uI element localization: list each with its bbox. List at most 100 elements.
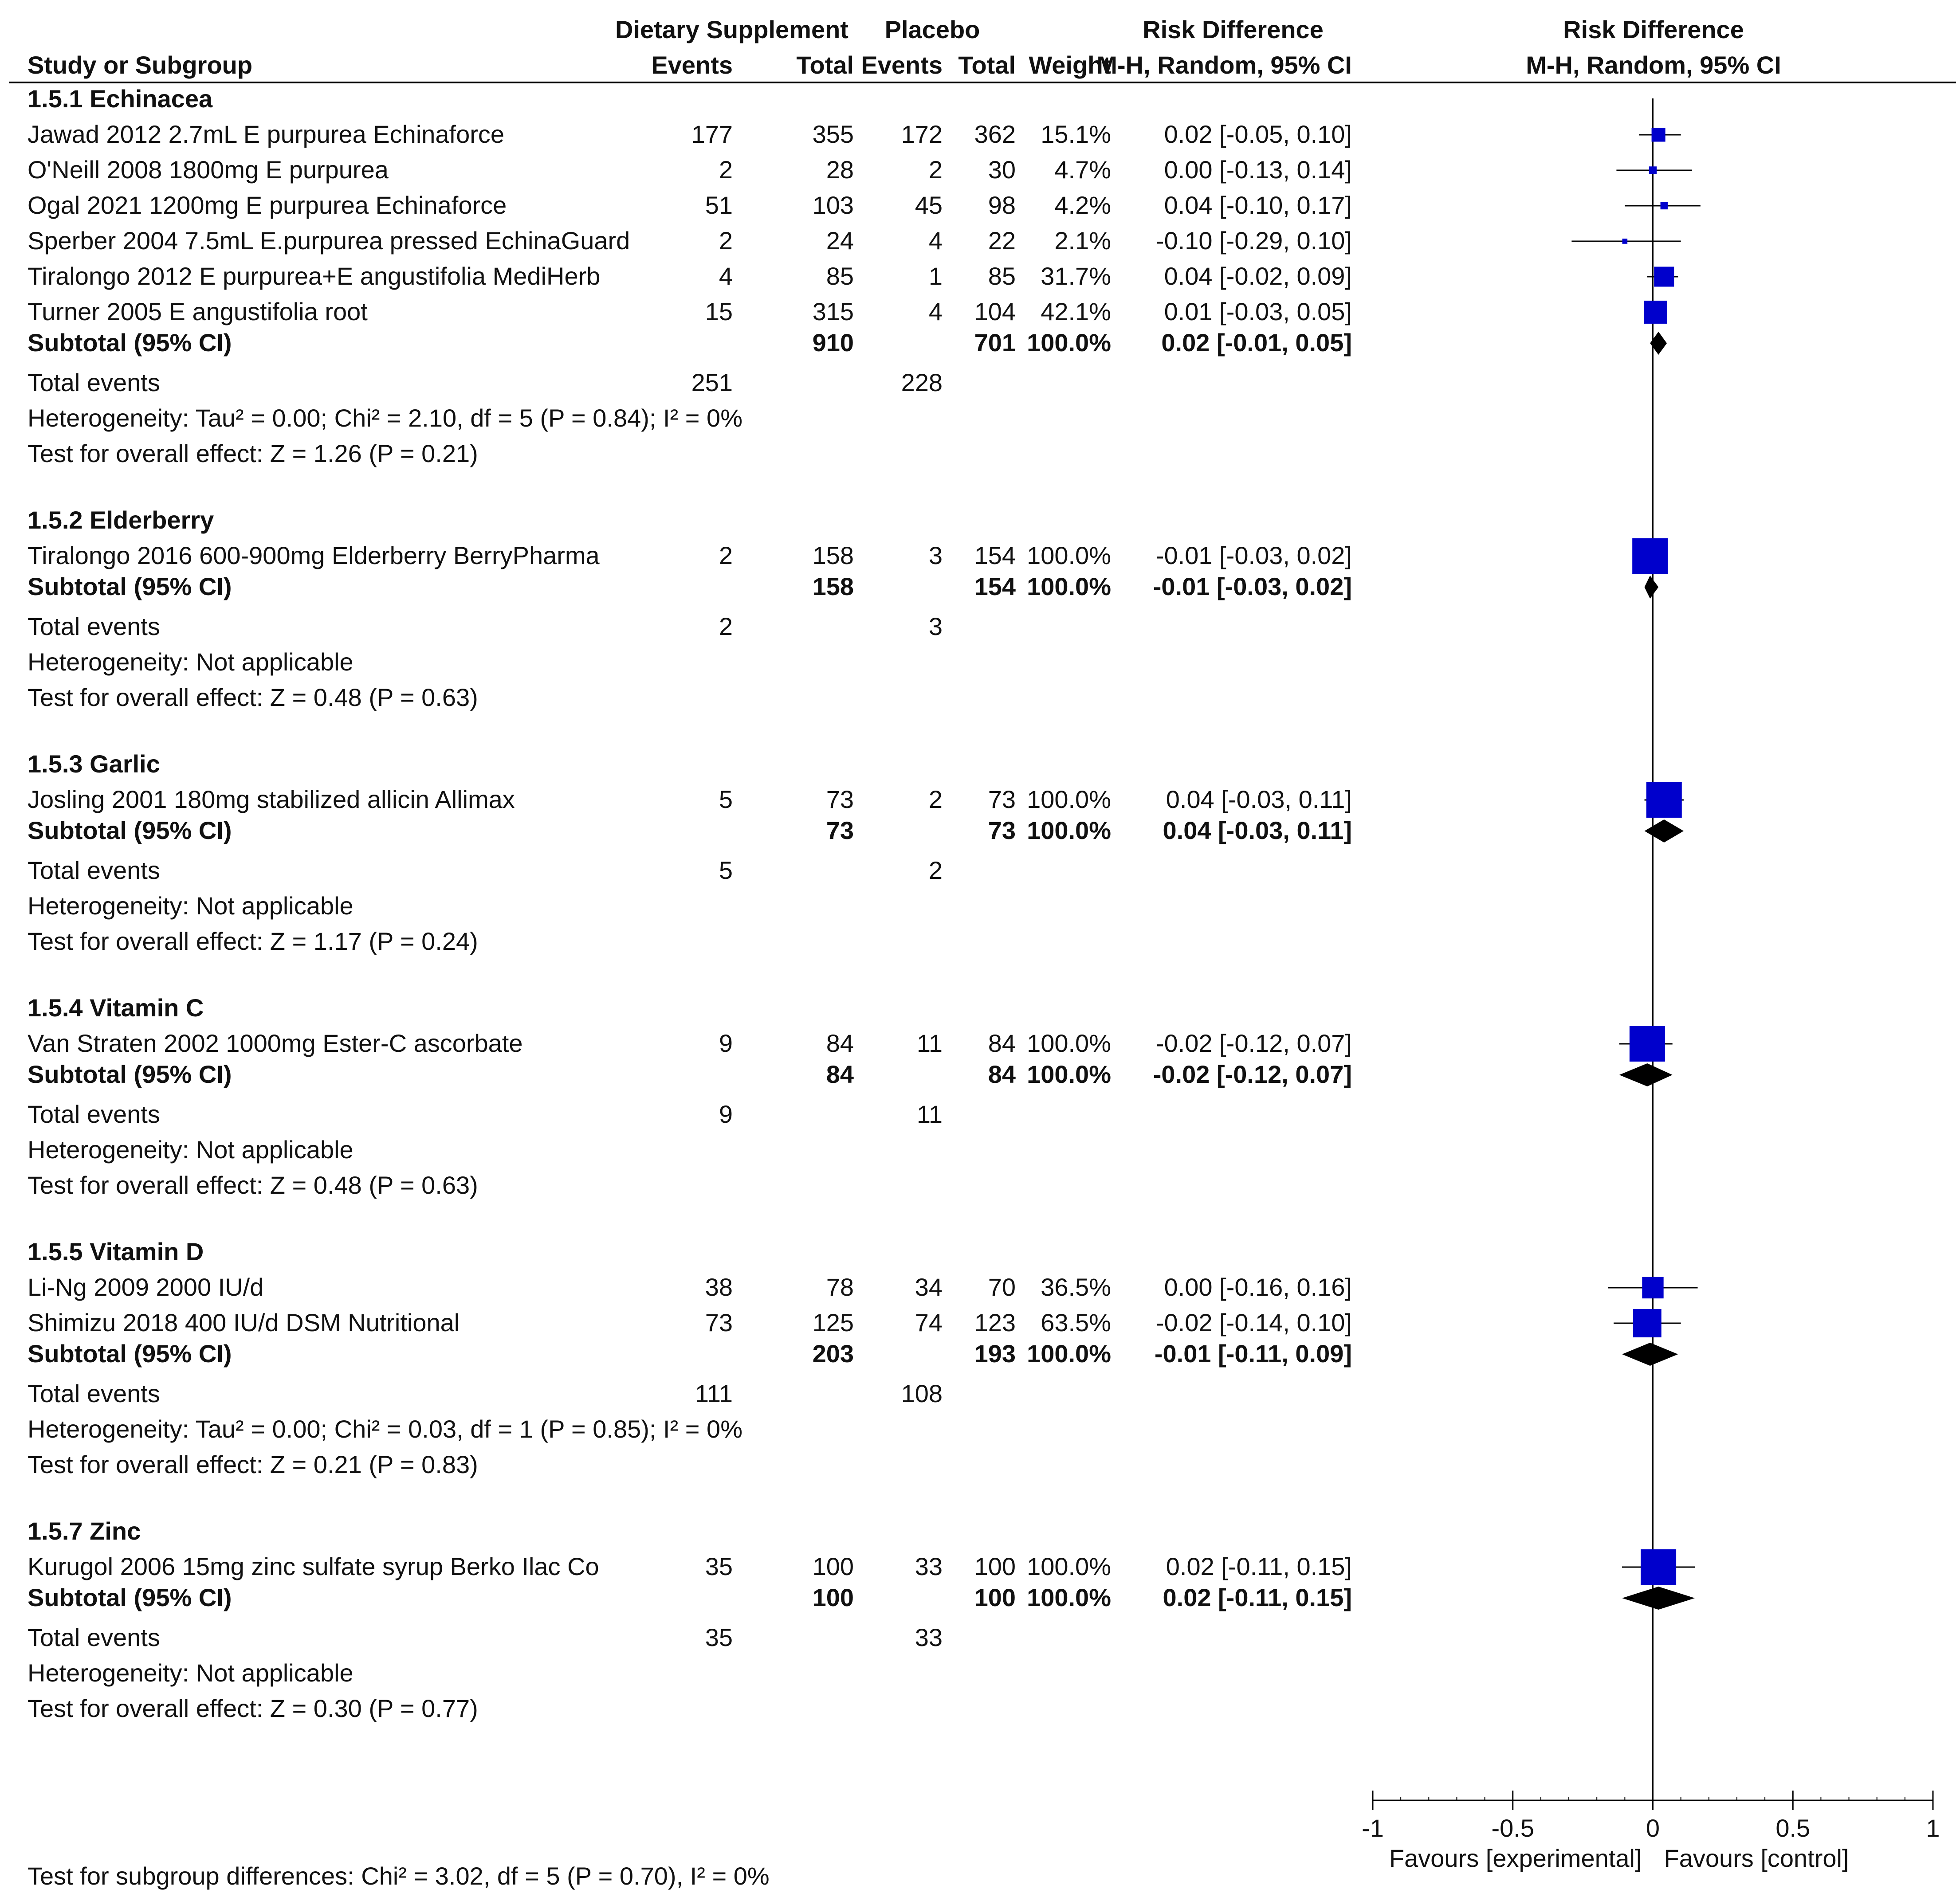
events-control: 33: [915, 1552, 943, 1580]
subtotal-weight: 100.0%: [1027, 816, 1111, 844]
weight-value: 15.1%: [1041, 120, 1111, 148]
events-experimental: 2: [719, 227, 733, 255]
weight-value: 31.7%: [1041, 262, 1111, 290]
events-control: 74: [915, 1309, 943, 1336]
events-control: 3: [929, 541, 943, 569]
header-events-experimental: Events: [651, 51, 733, 79]
events-experimental: 38: [705, 1273, 733, 1301]
total-events-experimental: 35: [705, 1623, 733, 1651]
overall-effect-text: Test for overall effect: Z = 1.26 (P = 0…: [27, 439, 478, 467]
subgroup-title: 1.5.7 Zinc: [27, 1517, 141, 1545]
subtotal-total-experimental: 73: [826, 816, 854, 844]
events-control: 2: [929, 785, 943, 813]
heterogeneity-text: Heterogeneity: Tau² = 0.00; Chi² = 0.03,…: [27, 1415, 742, 1443]
ci-text: -0.02 [-0.12, 0.07]: [1156, 1029, 1352, 1057]
events-experimental: 5: [719, 785, 733, 813]
ci-text: 0.02 [-0.05, 0.10]: [1164, 120, 1352, 148]
pooled-diamond: [1619, 1063, 1673, 1086]
subtotal-ci-text: -0.02 [-0.12, 0.07]: [1153, 1060, 1352, 1088]
weight-value: 100.0%: [1027, 541, 1111, 569]
subgroup-title: 1.5.5 Vitamin D: [27, 1238, 204, 1266]
effect-square: [1633, 1309, 1661, 1337]
subtotal-weight: 100.0%: [1027, 329, 1111, 357]
total-events-control: 228: [901, 368, 943, 396]
total-events-control: 2: [929, 856, 943, 884]
ci-text: -0.01 [-0.03, 0.02]: [1156, 541, 1352, 569]
subgroup-title: 1.5.4 Vitamin C: [27, 994, 204, 1022]
subtotal-label: Subtotal (95% CI): [27, 816, 232, 844]
subtotal-total-control: 100: [974, 1583, 1016, 1611]
pooled-diamond: [1622, 1587, 1695, 1610]
effect-square: [1622, 239, 1628, 244]
subgroup-title: 1.5.1 Echinacea: [27, 85, 213, 113]
subgroup-title: 1.5.2 Elderberry: [27, 506, 214, 534]
total-control: 22: [988, 227, 1016, 255]
subtotal-total-experimental: 84: [826, 1060, 854, 1088]
total-events-label: Total events: [27, 612, 160, 640]
study-name: O'Neill 2008 1800mg E purpurea: [27, 156, 389, 184]
subtotal-total-experimental: 158: [813, 572, 854, 600]
effect-square: [1651, 128, 1665, 142]
total-experimental: 315: [813, 298, 854, 325]
events-experimental: 35: [705, 1552, 733, 1580]
header-total-control: Total: [958, 51, 1016, 79]
total-events-control: 3: [929, 612, 943, 640]
events-experimental: 51: [705, 191, 733, 219]
total-control: 100: [974, 1552, 1016, 1580]
x-tick-label: -1: [1362, 1814, 1384, 1842]
events-control: 34: [915, 1273, 943, 1301]
subtotal-total-control: 701: [974, 329, 1016, 357]
header-group-experimental: Dietary Supplement: [615, 16, 848, 43]
events-experimental: 177: [691, 120, 733, 148]
total-control: 123: [974, 1309, 1016, 1336]
subtotal-total-control: 84: [988, 1060, 1016, 1088]
study-name: Josling 2001 180mg stabilized allicin Al…: [27, 785, 515, 813]
events-control: 4: [929, 298, 943, 325]
weight-value: 100.0%: [1027, 1029, 1111, 1057]
effect-square: [1649, 166, 1657, 174]
subtotal-label: Subtotal (95% CI): [27, 1060, 232, 1088]
study-name: Li-Ng 2009 2000 IU/d: [27, 1273, 263, 1301]
total-events-label: Total events: [27, 1380, 160, 1407]
subtotal-label: Subtotal (95% CI): [27, 1583, 232, 1611]
total-experimental: 73: [826, 785, 854, 813]
pooled-diamond: [1650, 332, 1667, 355]
header-plot-method: M-H, Random, 95% CI: [1526, 51, 1781, 79]
pooled-diamond: [1622, 1343, 1678, 1366]
weight-value: 2.1%: [1054, 227, 1111, 255]
total-control: 84: [988, 1029, 1016, 1057]
header-events-control: Events: [861, 51, 943, 79]
weight-value: 100.0%: [1027, 1552, 1111, 1580]
total-control: 70: [988, 1273, 1016, 1301]
events-control: 11: [917, 1029, 943, 1057]
events-experimental: 4: [719, 262, 733, 290]
ci-text: 0.04 [-0.02, 0.09]: [1164, 262, 1352, 290]
subtotal-total-control: 154: [974, 572, 1016, 600]
study-name: Turner 2005 E angustifolia root: [27, 298, 368, 325]
total-experimental: 84: [826, 1029, 854, 1057]
total-events-control: 33: [915, 1623, 943, 1651]
heterogeneity-text: Heterogeneity: Not applicable: [27, 648, 354, 676]
study-name: Van Straten 2002 1000mg Ester-C ascorbat…: [27, 1029, 523, 1057]
header-total-experimental: Total: [796, 51, 854, 79]
total-events-experimental: 5: [719, 856, 733, 884]
events-control: 45: [915, 191, 943, 219]
events-experimental: 73: [705, 1309, 733, 1336]
ci-text: -0.02 [-0.14, 0.10]: [1156, 1309, 1352, 1336]
events-experimental: 2: [719, 541, 733, 569]
header-plot-title: Risk Difference: [1563, 16, 1744, 43]
subtotal-ci-text: 0.02 [-0.01, 0.05]: [1161, 329, 1352, 357]
total-experimental: 103: [813, 191, 854, 219]
subtotal-label: Subtotal (95% CI): [27, 329, 232, 357]
subtotal-ci-text: -0.01 [-0.11, 0.09]: [1155, 1340, 1352, 1368]
ci-text: -0.10 [-0.29, 0.10]: [1156, 227, 1352, 255]
overall-effect-text: Test for overall effect: Z = 0.48 (P = 0…: [27, 1171, 478, 1199]
weight-value: 63.5%: [1041, 1309, 1111, 1336]
total-events-label: Total events: [27, 1100, 160, 1128]
total-control: 362: [974, 120, 1016, 148]
subtotal-label: Subtotal (95% CI): [27, 1340, 232, 1368]
total-control: 30: [988, 156, 1016, 184]
effect-square: [1660, 202, 1668, 210]
weight-value: 4.2%: [1054, 191, 1111, 219]
study-name: Tiralongo 2012 E purpurea+E angustifolia…: [27, 262, 600, 290]
